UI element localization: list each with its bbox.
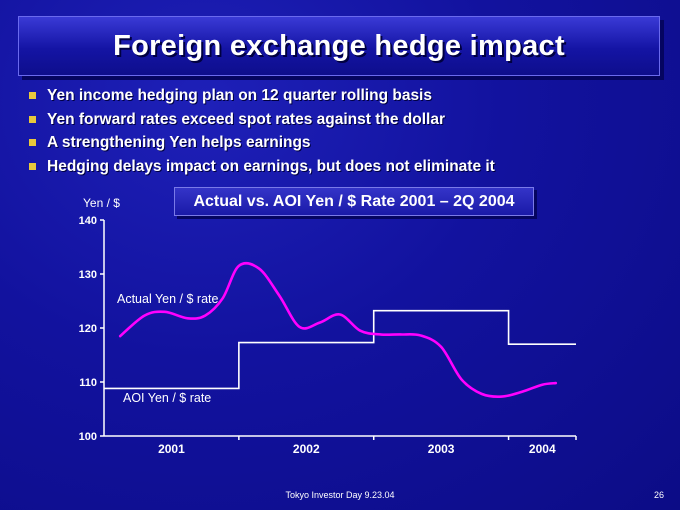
aoi-series-label: AOI Yen / $ rate [123, 391, 211, 405]
bullet-item: Yen forward rates exceed spot rates agai… [28, 110, 495, 134]
footer-text: Tokyo Investor Day 9.23.04 [285, 490, 395, 500]
slide-title: Foreign exchange hedge impact [113, 29, 565, 62]
bullet-text: A strengthening Yen helps earnings [47, 134, 311, 151]
bullet-square-icon [29, 162, 36, 170]
y-tick-label: 140 [79, 215, 97, 227]
aoi-rate-line [104, 309, 576, 390]
y-tick-label: 110 [79, 377, 97, 389]
y-tick-label: 130 [79, 269, 97, 281]
bullet-square-icon [29, 92, 36, 99]
y-tick-label: 120 [79, 323, 97, 335]
bullet-text: Yen forward rates exceed spot rates agai… [47, 110, 445, 128]
y-tick-label: 100 [79, 431, 97, 443]
x-tick-label: 2001 [158, 442, 185, 456]
page-number: 26 [653, 490, 664, 500]
bullet-text: Hedging delays impact on earnings, but d… [47, 157, 495, 175]
chart-title: Actual vs. AOI Yen / $ Rate 2001 – 2Q 20… [174, 187, 534, 216]
bullet-item: Yen income hedging plan on 12 quarter ro… [28, 86, 495, 110]
actual-rate-line [118, 261, 558, 399]
bullet-list: Yen income hedging plan on 12 quarter ro… [28, 86, 495, 180]
y-axis-label: Yen / $ [83, 196, 120, 210]
bullet-item: Hedging delays impact on earnings, but d… [28, 157, 495, 181]
x-tick-label: 2004 [529, 442, 556, 456]
x-tick-label: 2003 [428, 442, 455, 456]
bullet-text: Yen income hedging plan on 12 quarter ro… [47, 87, 432, 104]
bullet-square-icon [29, 139, 36, 146]
bullet-square-icon [29, 115, 36, 123]
title-bar: Foreign exchange hedge impact [18, 16, 660, 76]
bullet-item: A strengthening Yen helps earnings [28, 133, 495, 157]
x-tick-label: 2002 [293, 442, 320, 456]
actual-series-label: Actual Yen / $ rate [117, 292, 219, 306]
